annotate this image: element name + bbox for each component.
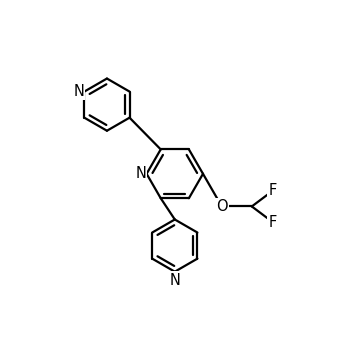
Text: F: F [269,215,277,230]
Text: N: N [169,273,180,287]
Text: N: N [135,166,146,181]
Text: N: N [73,84,84,99]
Text: O: O [216,199,228,214]
Text: F: F [269,183,277,198]
